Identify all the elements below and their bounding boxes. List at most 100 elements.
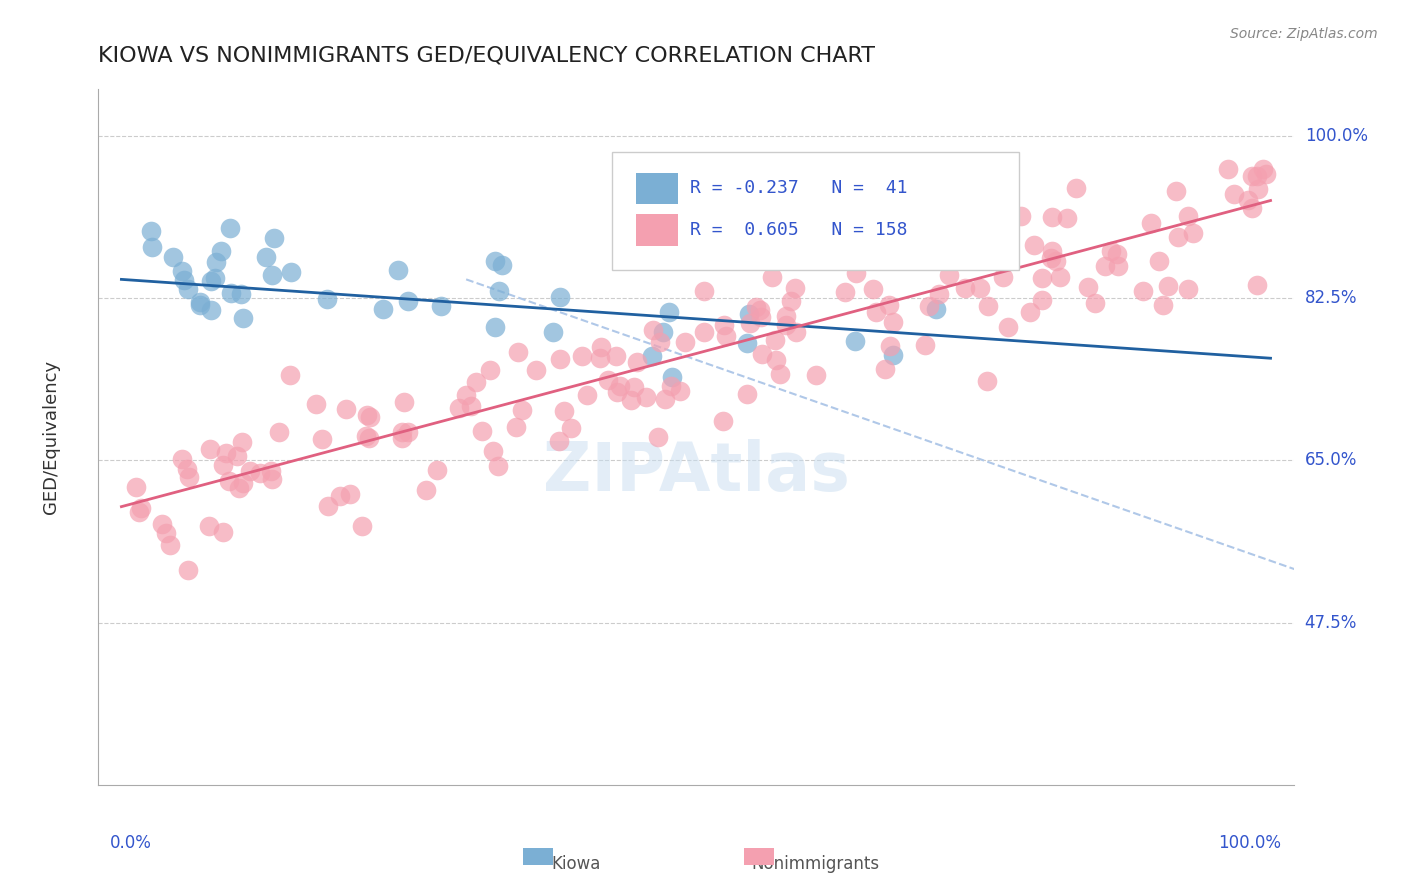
Point [1177, 209, 1199, 223]
Point [751, 347, 773, 361]
Point [865, 304, 887, 318]
Point [634, 390, 657, 404]
Point [488, 458, 510, 473]
Point [785, 281, 807, 295]
Point [1040, 244, 1063, 259]
Point [1157, 278, 1180, 293]
Point [1094, 260, 1116, 274]
Text: R =  0.605   N = 158: R = 0.605 N = 158 [690, 220, 907, 239]
Point [609, 378, 631, 392]
Point [845, 266, 868, 280]
Point [488, 284, 510, 298]
Point [150, 517, 173, 532]
Point [1024, 238, 1046, 252]
Point [131, 501, 153, 516]
Point [673, 334, 696, 349]
Point [1246, 278, 1268, 293]
Point [571, 349, 593, 363]
Point [177, 563, 200, 577]
Point [740, 316, 762, 330]
Point [1247, 182, 1270, 196]
Point [643, 323, 665, 337]
Point [1031, 293, 1053, 308]
Point [1222, 186, 1244, 201]
Text: Kiowa: Kiowa [551, 855, 602, 872]
Point [547, 434, 569, 449]
Point [392, 395, 415, 409]
Point [415, 483, 437, 497]
Point [1099, 244, 1122, 258]
Point [1010, 209, 1032, 223]
Point [491, 258, 513, 272]
Point [877, 297, 900, 311]
Point [761, 270, 783, 285]
Point [465, 375, 488, 389]
Point [763, 333, 786, 347]
Point [228, 481, 250, 495]
Point [1254, 167, 1277, 181]
Point [173, 273, 195, 287]
Point [470, 424, 492, 438]
Point [548, 352, 571, 367]
Bar [637, 173, 678, 204]
Point [425, 463, 447, 477]
Point [713, 318, 735, 333]
Point [669, 384, 692, 399]
Point [200, 274, 222, 288]
Point [576, 388, 599, 402]
Point [205, 254, 228, 268]
Point [1218, 161, 1240, 176]
Point [1182, 226, 1205, 240]
Point [659, 379, 682, 393]
Point [652, 325, 675, 339]
Point [650, 334, 672, 349]
Text: 65.0%: 65.0% [1305, 451, 1357, 469]
Point [359, 410, 381, 425]
Point [928, 287, 950, 301]
Point [647, 430, 669, 444]
Point [749, 310, 772, 324]
Point [396, 425, 419, 439]
Point [335, 402, 357, 417]
Point [159, 538, 181, 552]
Point [212, 525, 235, 540]
Point [925, 302, 948, 317]
Point [231, 310, 253, 325]
Point [879, 339, 901, 353]
Point [176, 461, 198, 475]
Point [200, 302, 222, 317]
Text: 47.5%: 47.5% [1305, 614, 1357, 632]
Point [979, 253, 1001, 268]
Point [918, 299, 941, 313]
Point [1240, 201, 1263, 215]
Point [693, 325, 716, 339]
Point [128, 504, 150, 518]
Point [260, 464, 283, 478]
Point [596, 373, 619, 387]
Point [212, 458, 235, 472]
Point [162, 251, 184, 265]
Point [658, 305, 681, 319]
FancyBboxPatch shape [613, 152, 1019, 270]
Point [482, 444, 505, 458]
Bar [744, 847, 773, 865]
Text: 100.0%: 100.0% [1219, 834, 1282, 852]
Point [249, 466, 271, 480]
Point [1084, 296, 1107, 310]
Point [735, 335, 758, 350]
Point [606, 385, 628, 400]
Point [225, 449, 247, 463]
Point [589, 351, 612, 366]
Point [524, 363, 547, 377]
Point [218, 474, 240, 488]
Point [229, 287, 252, 301]
Bar [523, 847, 553, 865]
Point [969, 281, 991, 295]
Point [484, 320, 506, 334]
Point [239, 464, 262, 478]
Point [1107, 247, 1129, 261]
Point [371, 301, 394, 316]
Point [882, 316, 904, 330]
Point [221, 286, 243, 301]
Point [1251, 161, 1274, 176]
